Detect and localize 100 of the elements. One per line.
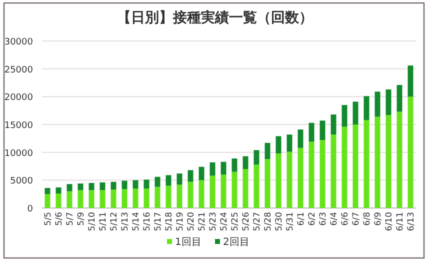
x-tick-label: 6/9 xyxy=(374,212,384,226)
x-tick-label: 6/1 xyxy=(296,212,306,226)
bar xyxy=(210,176,216,208)
x-tick-label: 6/3 xyxy=(318,212,328,226)
x-tick-label: 5/16 xyxy=(142,212,152,232)
x-tick-label: 5/9 xyxy=(76,212,86,226)
bar xyxy=(44,188,50,194)
bar xyxy=(188,182,194,208)
x-tick-label: 5/5 xyxy=(44,212,54,226)
x-tick-label: 5/14 xyxy=(132,212,142,232)
bar xyxy=(374,92,380,117)
bar xyxy=(154,176,160,187)
bar xyxy=(100,190,106,208)
x-tick-label: 5/25 xyxy=(230,212,240,232)
bar xyxy=(286,134,292,152)
y-tick-label: 0 xyxy=(27,204,34,214)
x-tick-label: 5/23 xyxy=(208,212,218,232)
bar xyxy=(56,194,62,208)
bar xyxy=(242,169,248,208)
bar xyxy=(364,96,370,120)
bar xyxy=(276,153,282,208)
bar xyxy=(242,156,248,170)
bar xyxy=(264,142,270,160)
y-tick-label: 10000 xyxy=(4,148,34,159)
x-tick-label: 5/10 xyxy=(88,212,98,232)
bar xyxy=(210,162,216,176)
x-tick-label: 5/24 xyxy=(220,212,230,232)
bar xyxy=(396,84,402,112)
bar xyxy=(78,184,84,190)
bar xyxy=(132,188,138,208)
bar xyxy=(386,89,392,116)
x-tick-label: 6/8 xyxy=(362,212,372,226)
bar xyxy=(132,180,138,189)
bar xyxy=(144,180,150,189)
x-tick-label: 6/6 xyxy=(340,212,350,226)
x-tick-label: 5/18 xyxy=(164,212,174,232)
legend-label: 2回目 xyxy=(223,237,250,248)
bar xyxy=(154,186,160,208)
bar xyxy=(232,158,238,172)
x-tick-label: 5/31 xyxy=(286,212,296,232)
x-tick-label: 5/7 xyxy=(66,212,76,226)
bar xyxy=(198,180,204,208)
bar xyxy=(198,166,204,180)
bar xyxy=(254,164,260,208)
bar xyxy=(396,112,402,208)
bar xyxy=(276,136,282,154)
bar xyxy=(78,190,84,208)
bar xyxy=(232,172,238,208)
bar xyxy=(374,116,380,208)
bar xyxy=(166,186,172,208)
chart-title: 【日別】接種実績一覧（回数） xyxy=(117,9,313,26)
bar xyxy=(88,190,94,208)
x-tick-label: 5/19 xyxy=(176,212,186,232)
bar xyxy=(166,175,172,186)
bar xyxy=(254,150,260,165)
bar xyxy=(386,115,392,208)
x-tick-label: 5/6 xyxy=(54,212,64,226)
bar xyxy=(100,182,106,190)
bar xyxy=(144,188,150,208)
bar xyxy=(308,142,314,208)
y-tick-label: 25000 xyxy=(4,65,34,76)
legend-label: 1回目 xyxy=(175,237,202,248)
bar xyxy=(110,190,116,208)
y-tick-label: 30000 xyxy=(4,38,34,48)
x-tick-label: 5/26 xyxy=(242,212,252,232)
bar xyxy=(88,182,94,190)
x-tick-label: 6/4 xyxy=(330,212,340,226)
bar xyxy=(320,140,326,208)
x-tick-label: 5/28 xyxy=(264,212,274,232)
x-tick-label: 5/17 xyxy=(154,212,164,232)
bar xyxy=(342,126,348,208)
bar xyxy=(264,159,270,208)
y-tick-label: 20000 xyxy=(4,93,34,104)
x-tick-label: 6/13 xyxy=(406,212,416,232)
x-tick-label: 5/21 xyxy=(198,212,208,232)
bar xyxy=(342,105,348,127)
bar xyxy=(330,134,336,208)
x-tick-label: 5/20 xyxy=(186,212,196,232)
bar xyxy=(298,130,304,148)
x-tick-label: 5/13 xyxy=(120,212,130,232)
x-tick-label: 6/2 xyxy=(308,212,318,226)
x-tick-label: 6/11 xyxy=(396,212,406,232)
bar xyxy=(110,182,116,190)
x-tick-label: 6/10 xyxy=(384,212,394,232)
bar xyxy=(408,65,414,97)
bar xyxy=(298,148,304,208)
bar xyxy=(176,173,182,185)
bar xyxy=(122,189,128,208)
bar xyxy=(66,191,72,208)
y-tick-label: 15000 xyxy=(4,121,34,131)
x-tick-label: 5/30 xyxy=(274,212,284,232)
bar xyxy=(56,187,62,194)
bar xyxy=(188,170,194,182)
bar xyxy=(66,184,72,192)
bar xyxy=(352,102,358,124)
bar xyxy=(330,114,336,135)
bar xyxy=(364,120,370,208)
bar xyxy=(220,174,226,208)
x-tick-label: 5/12 xyxy=(110,212,120,232)
bar xyxy=(176,184,182,208)
